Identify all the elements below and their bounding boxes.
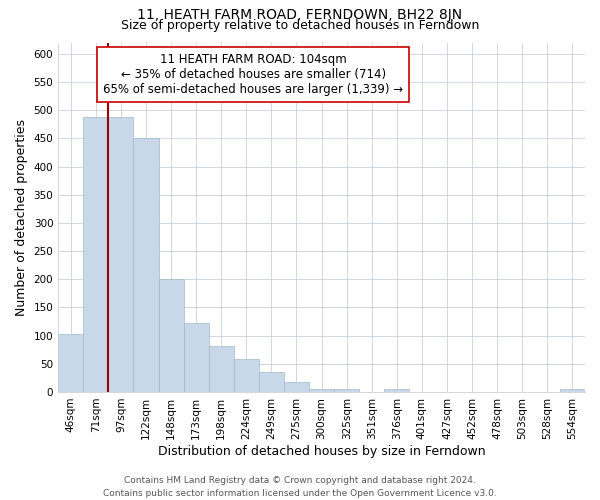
Bar [158, 279, 184, 392]
Text: 11 HEATH FARM ROAD: 104sqm
← 35% of detached houses are smaller (714)
65% of sem: 11 HEATH FARM ROAD: 104sqm ← 35% of deta… [103, 53, 403, 96]
Bar [259, 372, 284, 392]
Bar [184, 323, 209, 392]
Bar [58, 334, 83, 392]
Bar [334, 389, 359, 392]
Bar [133, 138, 158, 392]
Bar [234, 360, 259, 392]
Bar [83, 118, 109, 392]
Bar [109, 118, 133, 392]
Bar [284, 382, 309, 392]
Y-axis label: Number of detached properties: Number of detached properties [15, 118, 28, 316]
Text: 11, HEATH FARM ROAD, FERNDOWN, BH22 8JN: 11, HEATH FARM ROAD, FERNDOWN, BH22 8JN [137, 8, 463, 22]
Bar [209, 346, 234, 392]
Bar [560, 389, 585, 392]
Text: Contains HM Land Registry data © Crown copyright and database right 2024.
Contai: Contains HM Land Registry data © Crown c… [103, 476, 497, 498]
Bar [385, 389, 409, 392]
Bar [309, 389, 334, 392]
X-axis label: Distribution of detached houses by size in Ferndown: Distribution of detached houses by size … [158, 444, 485, 458]
Text: Size of property relative to detached houses in Ferndown: Size of property relative to detached ho… [121, 18, 479, 32]
